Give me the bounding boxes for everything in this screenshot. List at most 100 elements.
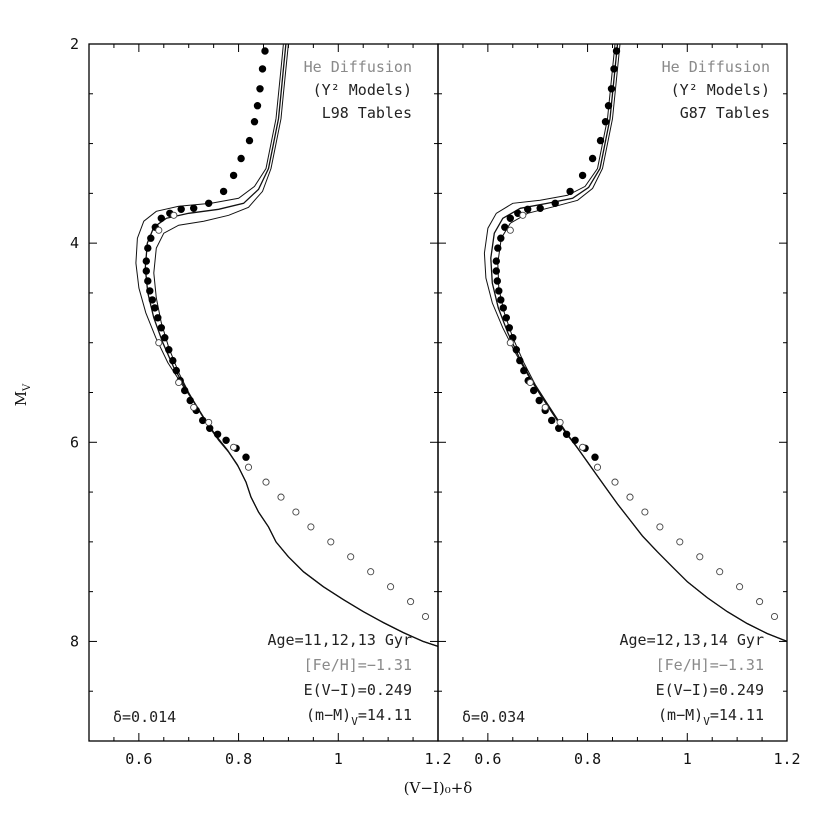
right-points [492, 47, 779, 621]
right-filled-point [501, 223, 509, 231]
left-filled-point [250, 117, 259, 126]
left-open-point [230, 443, 238, 451]
right-filled-point [497, 234, 505, 242]
right-open-point [676, 538, 684, 546]
left-feh-label: [Fe/H]=−1.31 [304, 656, 412, 674]
right-open-point [506, 339, 514, 347]
right-open-point [519, 211, 527, 219]
right-x-tick-labels: 0.6 0.8 1 1.2 [474, 750, 800, 768]
right-open-point [641, 508, 649, 516]
right-open-point [736, 583, 744, 591]
left-filled-point [144, 277, 152, 285]
y-axis-title: MV [12, 383, 33, 406]
right-filled-point [607, 85, 616, 93]
left-filled-point [204, 199, 213, 207]
left-open-point [421, 612, 430, 621]
left-x-tick-label: 1.2 [424, 750, 451, 768]
right-x-tick-label: 1 [683, 750, 692, 768]
right-filled-point [524, 205, 532, 213]
right-open-point [696, 553, 704, 561]
right-filled-point [566, 187, 574, 196]
right-extinction-label: E(V−I)=0.249 [656, 681, 764, 699]
left-panel: 0.6 0.8 1 1.2 2 4 6 8 He Diffusion (Y² Models)… [70, 35, 452, 768]
left-x-tick-label: 1 [334, 750, 343, 768]
left-filled-point [154, 314, 162, 322]
right-filled-point [596, 136, 605, 145]
left-filled-point [205, 424, 214, 432]
left-open-point [327, 538, 335, 546]
right-filled-point [495, 287, 503, 295]
right-open-point [541, 403, 549, 411]
left-distance-modulus-label: (m−M)V=14.11 [306, 706, 412, 728]
left-filled-point [151, 304, 159, 312]
right-filled-point [548, 416, 556, 425]
right-open-point [656, 523, 664, 531]
left-filled-point [161, 334, 169, 342]
right-filled-point [506, 214, 514, 222]
left-filled-point [229, 171, 238, 180]
right-filled-point [512, 346, 520, 354]
left-y-tick-label: 2 [70, 35, 79, 53]
left-y-tick-label: 8 [70, 632, 79, 650]
left-filled-point [256, 85, 264, 93]
left-y-tick-labels: 2 4 6 8 [70, 35, 79, 650]
left-open-point [175, 378, 183, 387]
left-filled-point [253, 101, 262, 110]
right-legend-line-3: G87 Tables [680, 104, 770, 122]
right-filled-point [536, 204, 544, 212]
right-isochrone-12-gyr [497, 43, 788, 642]
right-filled-point [492, 267, 500, 275]
left-open-point [307, 523, 315, 531]
left-x-tick-label: 0.6 [125, 750, 152, 768]
right-age-label: Age=12,13,14 Gyr [620, 631, 765, 649]
left-isochrone-11-gyr [153, 43, 439, 647]
right-legend-line-2: (Y² Models) [671, 81, 770, 99]
right-open-point [593, 463, 602, 471]
right-ticks [437, 43, 788, 742]
left-y-tick-label: 4 [70, 234, 79, 252]
left-open-point [205, 418, 213, 426]
right-x-tick-label: 0.8 [574, 750, 601, 768]
right-open-point [611, 478, 619, 486]
right-filled-point [520, 366, 528, 375]
right-distance-modulus-label: (m−M)V=14.11 [658, 706, 764, 728]
left-filled-point [222, 436, 230, 444]
right-filled-point [562, 430, 571, 438]
right-isochrone-13-gyr [490, 43, 788, 643]
left-filled-point [147, 234, 155, 242]
right-filled-point [551, 199, 559, 207]
left-filled-point [213, 430, 222, 438]
right-feh-label: [Fe/H]=−1.31 [656, 656, 764, 674]
left-points [142, 47, 430, 621]
right-filled-point [530, 386, 538, 395]
left-filled-point [261, 47, 269, 55]
svg-text:MV: MV [12, 383, 33, 406]
right-open-point [556, 418, 564, 426]
left-open-point [387, 583, 395, 591]
right-filled-point [578, 171, 587, 180]
left-filled-point [142, 257, 150, 265]
left-open-point [244, 463, 253, 471]
right-filled-point [494, 244, 502, 252]
right-filled-point [499, 304, 507, 312]
right-open-point [756, 598, 764, 606]
left-open-point [155, 339, 163, 347]
right-filled-point [505, 324, 513, 332]
left-filled-point [237, 154, 245, 163]
right-delta-label: δ=0.034 [462, 708, 525, 726]
left-filled-point [219, 187, 228, 196]
left-open-point [277, 493, 285, 501]
left-filled-point [258, 65, 267, 73]
right-legend-line-1: He Diffusion [662, 58, 770, 76]
right-filled-point [492, 257, 500, 265]
left-open-point [347, 553, 355, 561]
left-open-point [407, 598, 415, 606]
right-open-point [506, 226, 514, 234]
left-filled-point [245, 136, 254, 145]
right-open-point [770, 612, 779, 621]
left-legend-line-2: (Y² Models) [313, 81, 412, 99]
left-open-point [292, 508, 300, 516]
left-delta-label: δ=0.014 [113, 708, 176, 726]
left-filled-point [180, 386, 189, 395]
